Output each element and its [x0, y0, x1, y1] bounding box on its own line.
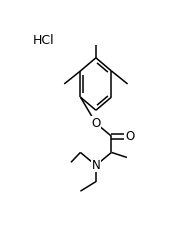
Text: O: O: [91, 117, 101, 130]
Text: O: O: [126, 130, 135, 143]
Text: N: N: [92, 159, 100, 172]
Text: HCl: HCl: [33, 34, 54, 47]
